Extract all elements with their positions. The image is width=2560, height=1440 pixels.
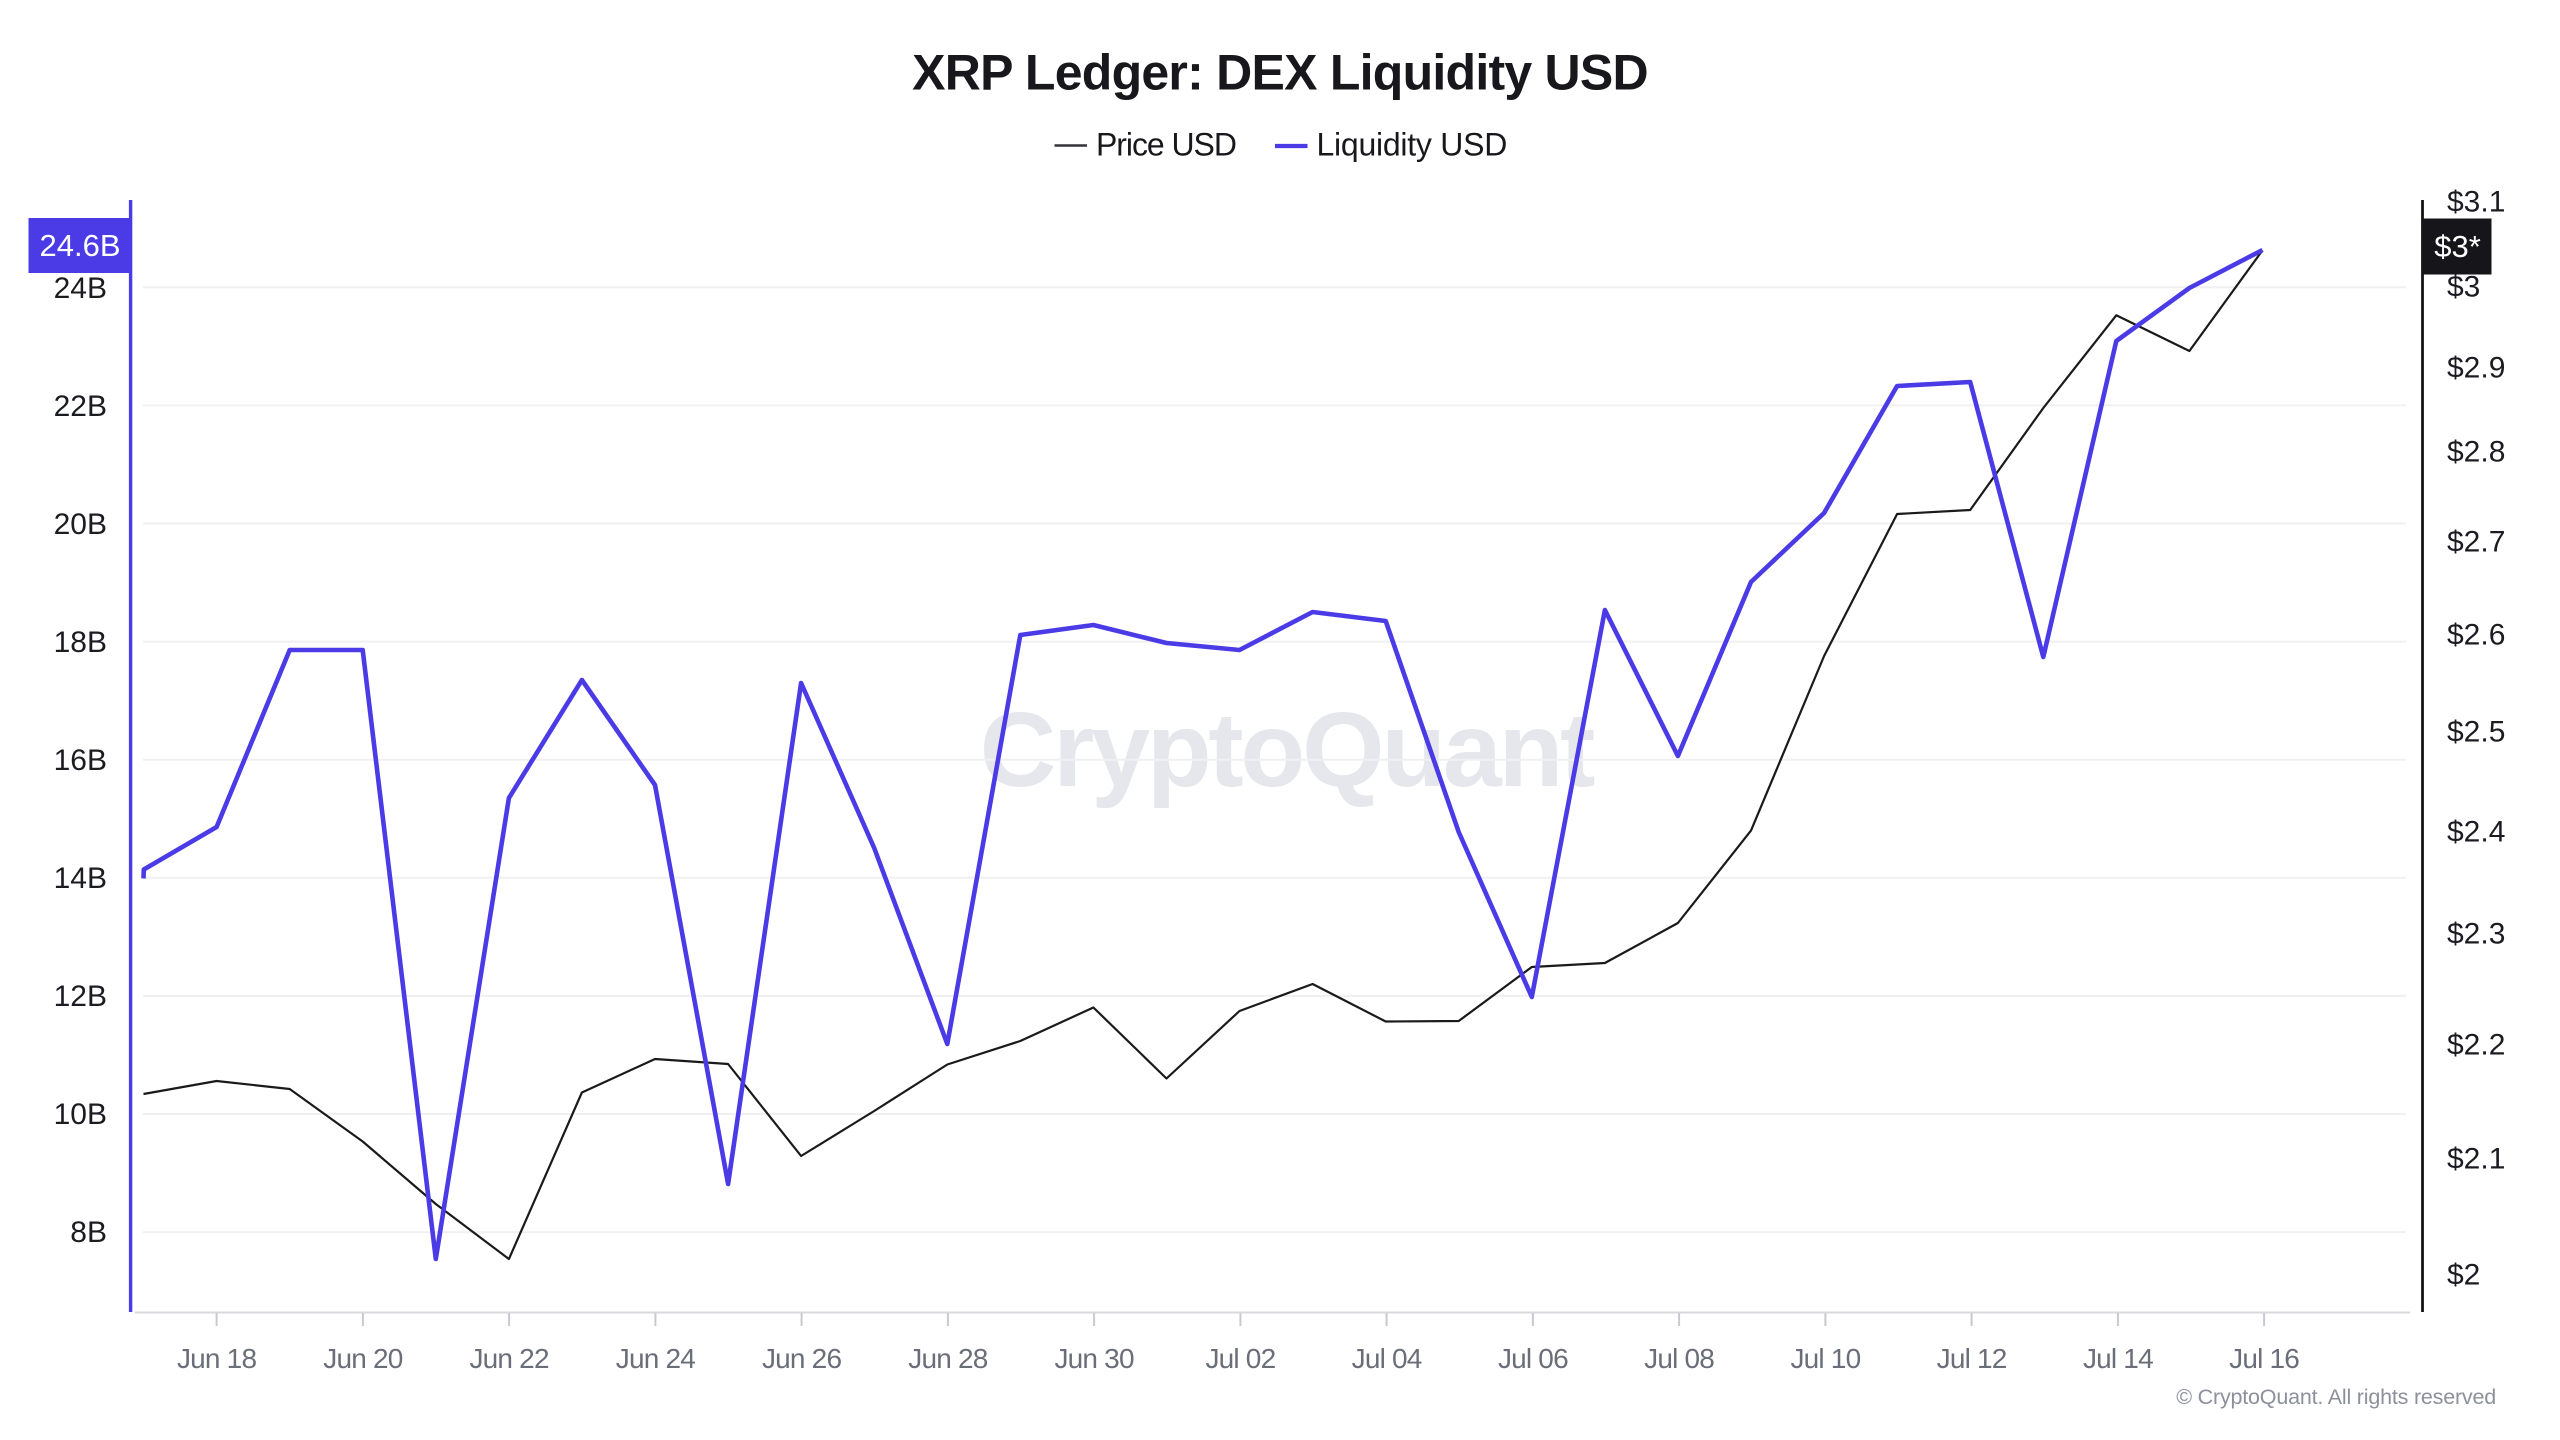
svg-text:Jul 14: Jul 14 bbox=[2083, 1343, 2153, 1374]
svg-text:$3: $3 bbox=[2447, 271, 2480, 304]
svg-text:Jun 22: Jun 22 bbox=[469, 1343, 548, 1374]
svg-text:18B: 18B bbox=[54, 626, 107, 659]
svg-text:CryptoQuant: CryptoQuant bbox=[980, 691, 1594, 809]
svg-text:22B: 22B bbox=[54, 390, 107, 423]
svg-text:Liquidity USD: Liquidity USD bbox=[1317, 127, 1508, 163]
svg-text:Jun 30: Jun 30 bbox=[1054, 1343, 1133, 1374]
svg-text:14B: 14B bbox=[54, 862, 107, 895]
svg-text:20B: 20B bbox=[54, 508, 107, 541]
svg-text:Price USD: Price USD bbox=[1096, 127, 1236, 163]
svg-text:Jun 28: Jun 28 bbox=[908, 1343, 987, 1374]
svg-text:8B: 8B bbox=[70, 1216, 107, 1249]
svg-text:Jul 10: Jul 10 bbox=[1790, 1343, 1860, 1374]
svg-text:Jun 18: Jun 18 bbox=[177, 1343, 256, 1374]
svg-text:$3.1: $3.1 bbox=[2447, 186, 2505, 219]
svg-text:© CryptoQuant. All rights rese: © CryptoQuant. All rights reserved bbox=[2176, 1385, 2496, 1409]
svg-text:$2.2: $2.2 bbox=[2447, 1029, 2505, 1062]
svg-text:Jul 06: Jul 06 bbox=[1498, 1343, 1568, 1374]
svg-text:12B: 12B bbox=[54, 980, 107, 1013]
svg-text:Jul 08: Jul 08 bbox=[1644, 1343, 1714, 1374]
svg-text:$2.7: $2.7 bbox=[2447, 526, 2505, 559]
svg-text:24.6B: 24.6B bbox=[39, 228, 120, 263]
svg-text:Jul 04: Jul 04 bbox=[1352, 1343, 1422, 1374]
svg-text:16B: 16B bbox=[54, 744, 107, 777]
svg-text:Jul 02: Jul 02 bbox=[1205, 1343, 1275, 1374]
svg-text:Jun 20: Jun 20 bbox=[323, 1343, 402, 1374]
svg-text:Jun 26: Jun 26 bbox=[762, 1343, 841, 1374]
svg-text:$2.6: $2.6 bbox=[2447, 619, 2505, 652]
svg-text:10B: 10B bbox=[54, 1098, 107, 1131]
svg-text:Jun 24: Jun 24 bbox=[616, 1343, 695, 1374]
svg-text:$2.9: $2.9 bbox=[2447, 352, 2505, 385]
svg-text:24B: 24B bbox=[54, 272, 107, 305]
svg-text:Jul 12: Jul 12 bbox=[1937, 1343, 2007, 1374]
svg-text:$2.3: $2.3 bbox=[2447, 918, 2505, 951]
svg-text:$2.4: $2.4 bbox=[2447, 816, 2505, 849]
svg-text:$2.1: $2.1 bbox=[2447, 1143, 2505, 1176]
svg-text:$2.8: $2.8 bbox=[2447, 436, 2505, 469]
svg-text:Jul 16: Jul 16 bbox=[2229, 1343, 2299, 1374]
svg-text:XRP Ledger: DEX Liquidity USD: XRP Ledger: DEX Liquidity USD bbox=[912, 45, 1648, 101]
svg-text:$3*: $3* bbox=[2434, 229, 2481, 264]
svg-text:$2: $2 bbox=[2447, 1259, 2480, 1292]
svg-text:$2.5: $2.5 bbox=[2447, 716, 2505, 749]
